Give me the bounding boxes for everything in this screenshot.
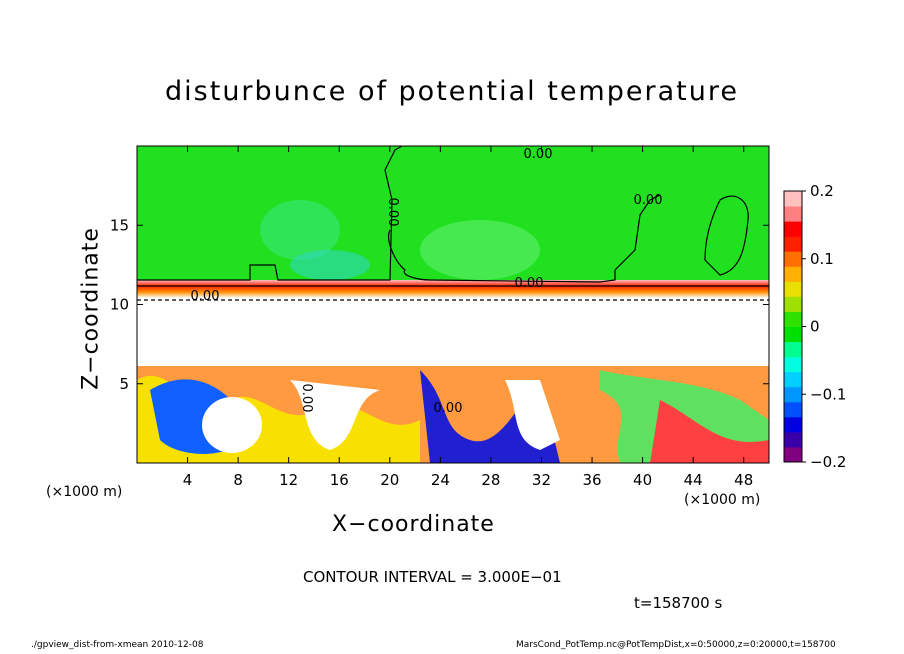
colorbar-swatch [784, 296, 802, 312]
white-plume-2 [290, 380, 380, 450]
x-tick-label: 40 [633, 471, 652, 489]
chart-title: disturbunce of potential temperature [165, 76, 739, 107]
y-axis-ticks: 5 10 15 [110, 216, 769, 393]
colorbar-swatch [784, 206, 802, 222]
colorbar-swatch [784, 266, 802, 282]
x-axis-label: X−coordinate [332, 512, 495, 537]
time-stamp: t=158700 s [634, 594, 723, 612]
contour-label: 0.00 [434, 401, 463, 416]
white-vortex-core [202, 397, 262, 453]
x-tick-label: 20 [380, 471, 399, 489]
colorbar-swatch [784, 311, 802, 327]
y-tick-label: 10 [110, 296, 129, 314]
x-unit-label: (×1000 m) [684, 492, 761, 508]
colorbar-swatch [784, 326, 802, 343]
x-tick-label: 8 [233, 471, 243, 489]
contour-label: 0.00 [299, 384, 314, 413]
x-tick-label: 12 [279, 471, 298, 489]
colorbar-swatch [784, 446, 802, 463]
x-tick-label: 16 [330, 471, 349, 489]
contour-zero-1 [137, 146, 403, 281]
colorbar-tick-label: 0.2 [810, 182, 834, 200]
contour-lines [137, 146, 769, 301]
x-tick-label: 4 [183, 471, 193, 489]
contour-label: 0.00 [385, 198, 400, 227]
y-unit-label: (×1000 m) [46, 484, 123, 500]
colorbar-swatch [784, 416, 802, 433]
turbulent-layer [137, 304, 769, 366]
y-tick-label: 15 [110, 216, 129, 234]
colorbar-swatch [784, 191, 802, 207]
white-plume [505, 380, 560, 450]
x-tick-label: 24 [431, 471, 450, 489]
y-axis-label: Z−coordinate [78, 227, 104, 390]
cyan-patch [260, 200, 340, 260]
red-plume [650, 400, 769, 463]
x-tick-label: 36 [582, 471, 601, 489]
x-tick-label: 32 [532, 471, 551, 489]
contour-closed-right [704, 195, 749, 276]
footer-script-name: ./gpview_dist-from-xmean 2010-12-08 [31, 640, 204, 650]
x-tick-label: 48 [734, 471, 753, 489]
x-tick-label: 44 [684, 471, 703, 489]
colorbar-tick-label: −0.2 [810, 453, 846, 471]
colorbar-tick-label: 0.1 [810, 250, 834, 268]
contour-label: 0.00 [634, 193, 663, 208]
contour-interval-text: CONTOUR INTERVAL = 3.000E−01 [303, 568, 562, 586]
contour-label: 0.00 [515, 276, 544, 291]
colorbar: 0.2 0.1 0 −0.1 −0.2 [783, 182, 846, 471]
contour-text-group: 0.00 0.00 0.00 0.00 0.00 0.00 0.00 [191, 147, 663, 416]
colorbar-swatch [784, 431, 802, 448]
colorbar-tick-label: 0 [810, 318, 820, 336]
colorbar-swatch [784, 281, 802, 297]
y-tick-label: 5 [119, 375, 129, 393]
light-green-patch [420, 220, 540, 280]
colorbar-swatch [784, 236, 802, 252]
footer-data-source: MarsCond_PotTemp.nc@PotTempDist,x=0:5000… [516, 640, 836, 650]
x-axis-ticks: 4 8 12 16 20 24 28 32 36 40 44 48 [183, 146, 753, 489]
contour-label: 0.00 [191, 289, 220, 304]
colorbar-swatch [784, 341, 802, 358]
teal-patch [290, 250, 370, 280]
colorbar-swatch [784, 356, 802, 373]
colorbar-swatch [784, 251, 802, 267]
colorbar-tick-label: −0.1 [810, 385, 846, 403]
colorbar-swatch [784, 386, 802, 403]
colorbar-swatch [784, 221, 802, 237]
x-tick-label: 28 [481, 471, 500, 489]
contour-label: 0.00 [524, 147, 553, 162]
contour-zero-2 [388, 194, 661, 283]
colorbar-swatch [784, 401, 802, 418]
colorbar-swatch [784, 371, 802, 388]
